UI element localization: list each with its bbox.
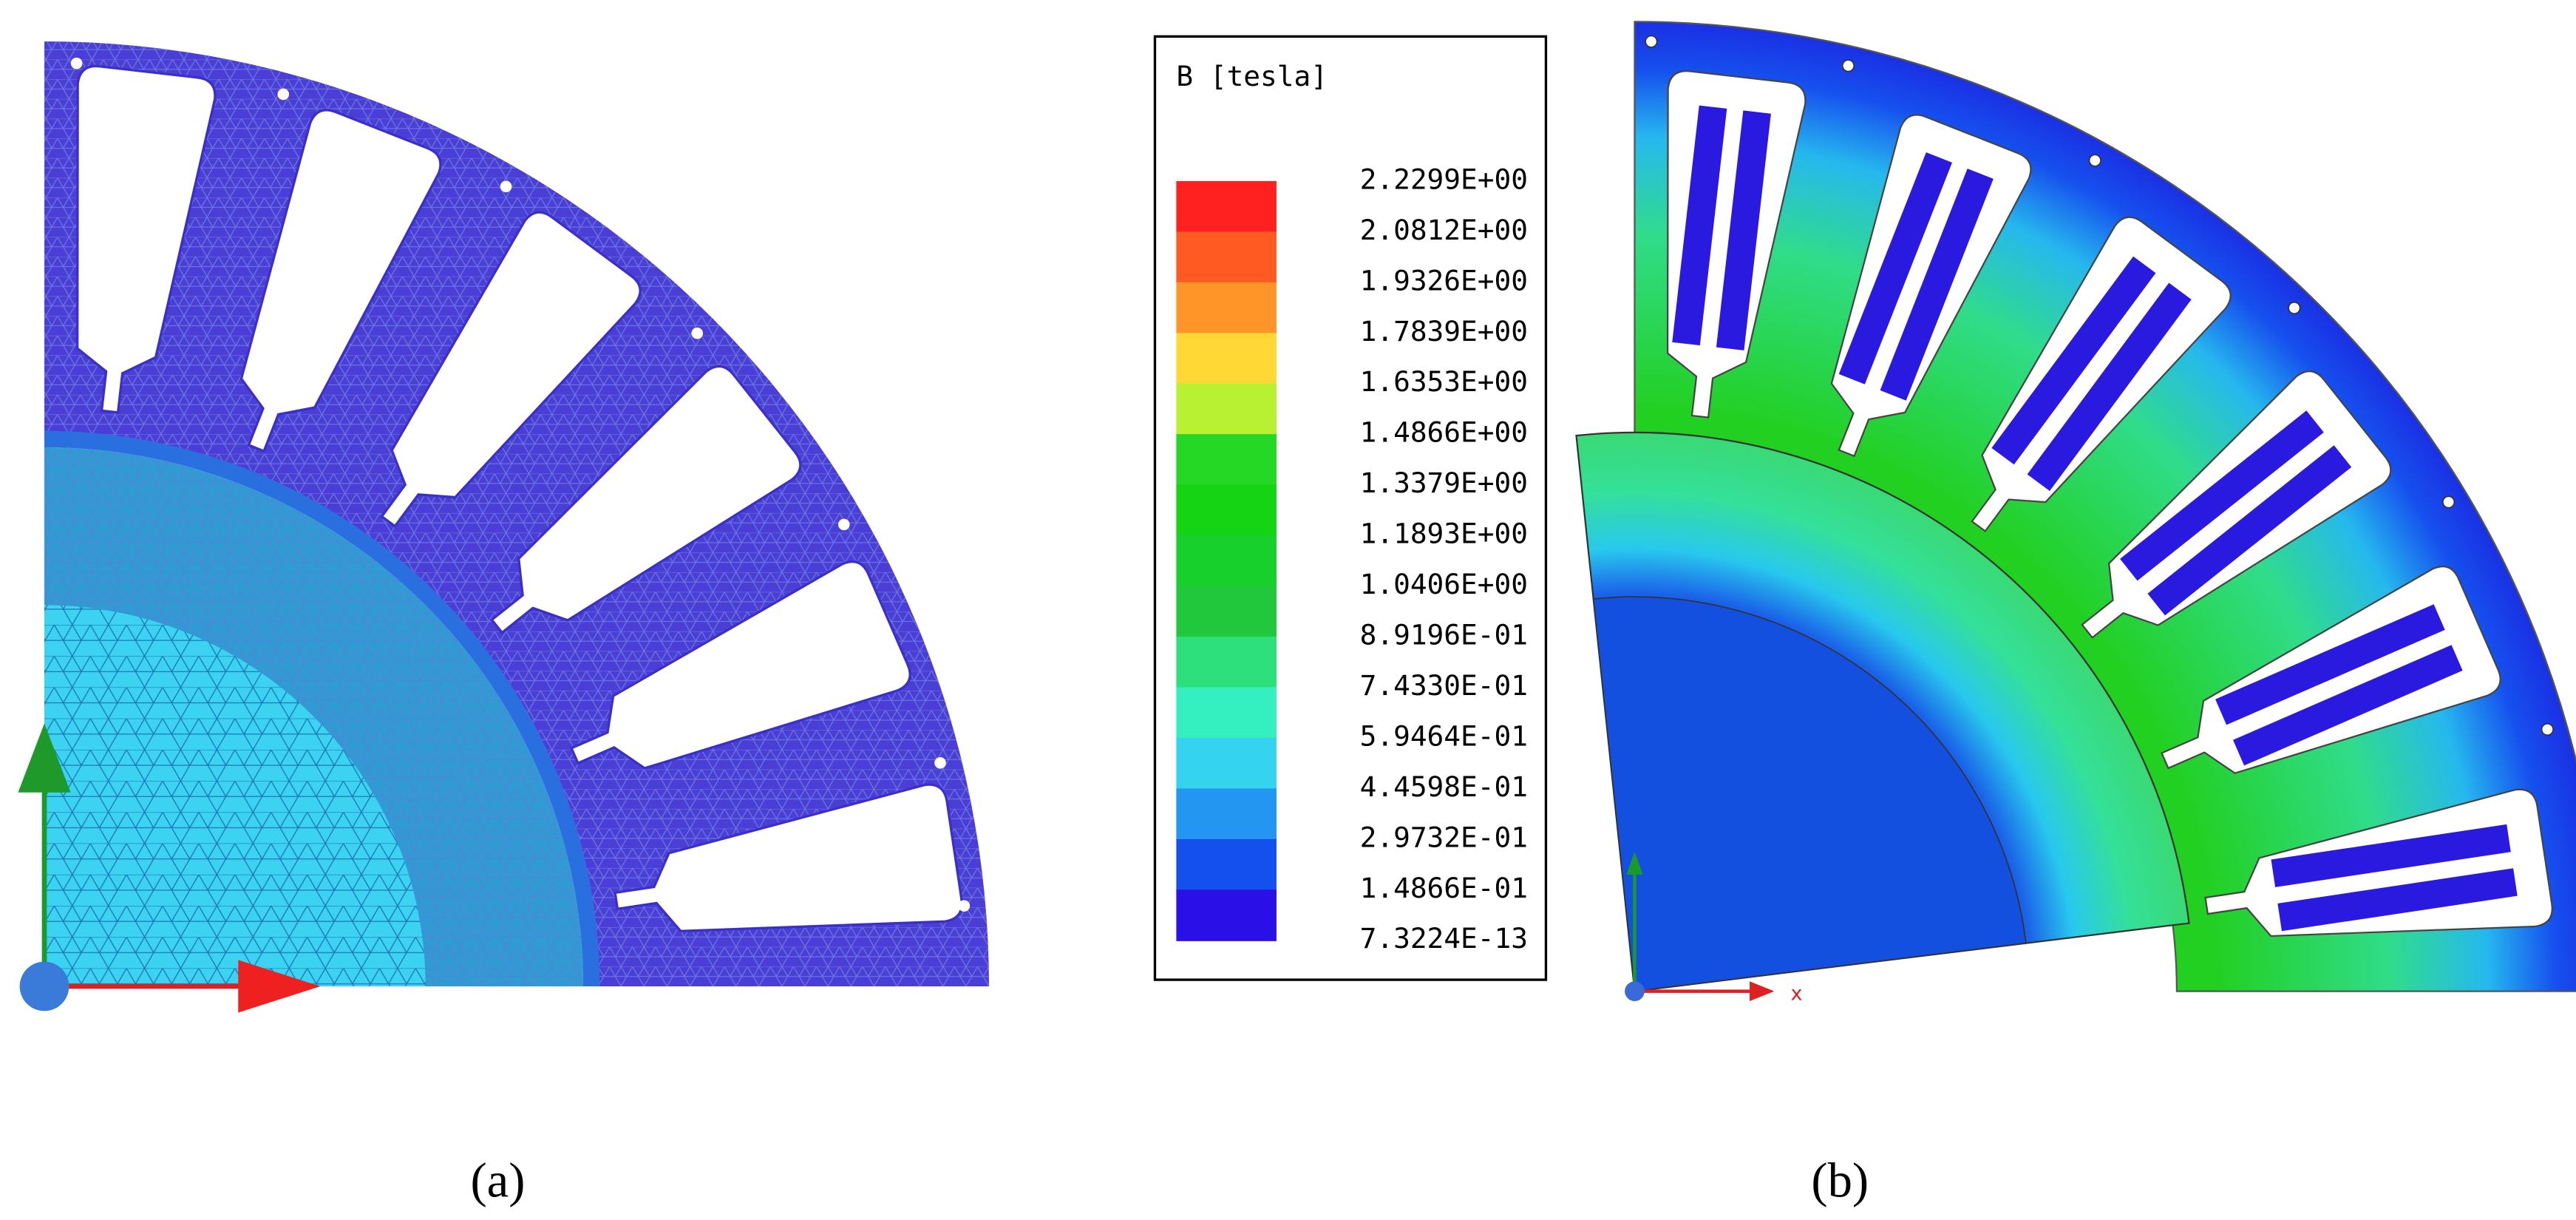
conductor [1716, 110, 1771, 350]
legend-swatch [1176, 484, 1277, 537]
conductor [2232, 645, 2463, 766]
hole [2541, 722, 2555, 736]
legend-label: 7.3224E-13 [1360, 922, 1528, 955]
legend-label: 7.4330E-01 [1360, 669, 1528, 702]
conductor [2027, 282, 2192, 492]
legend-label: 1.6353E+00 [1360, 365, 1528, 398]
legend-swatch [1176, 637, 1277, 688]
conductor [1880, 169, 1994, 401]
slot-group [1971, 216, 2232, 532]
slot-group [2161, 566, 2501, 774]
conductor [2120, 410, 2324, 581]
origin [19, 961, 69, 1011]
legend-swatch [1176, 180, 1277, 233]
hole [70, 57, 83, 70]
conductor [2271, 824, 2511, 887]
slot [239, 109, 442, 453]
legend-swatch [1176, 535, 1277, 587]
legend-label: 1.7839E+00 [1360, 315, 1528, 348]
legend-swatch [1176, 282, 1277, 334]
hole [1645, 35, 1658, 48]
legend-swatch [1176, 383, 1277, 436]
legend-label: 2.9732E-01 [1360, 821, 1528, 853]
legend-label: 2.0812E+00 [1360, 214, 1528, 246]
legend-label: 1.4866E-01 [1360, 872, 1528, 904]
rotor-core [1592, 596, 2027, 992]
legend-label: 8.9196E-01 [1360, 619, 1528, 651]
slot-group [1666, 70, 1807, 418]
axis-label: x [1791, 983, 1803, 1006]
legend-label: 1.4866E+00 [1360, 416, 1528, 449]
x-axis-head [1750, 981, 1775, 1001]
legend-swatch [1176, 586, 1277, 638]
conductor [2277, 868, 2518, 932]
conductor [1672, 105, 1727, 346]
legend-swatch [1176, 231, 1277, 283]
legend-swatch [1176, 687, 1277, 739]
rotor-core-mesh [44, 605, 426, 986]
hole [500, 180, 512, 193]
legend-title: B [tesla] [1176, 60, 1328, 92]
legend-label: 4.4598E-01 [1360, 770, 1528, 803]
legend-label: 1.0406E+00 [1360, 568, 1528, 600]
slot [75, 64, 217, 414]
hole [958, 900, 971, 912]
conductor [2215, 604, 2445, 725]
slot [490, 365, 802, 634]
legend-label: 1.1893E+00 [1360, 518, 1528, 550]
y-axis-head [18, 723, 71, 793]
hole [1841, 59, 1855, 72]
hole [2088, 154, 2101, 167]
slot-group [1830, 114, 2032, 458]
hole [2288, 301, 2301, 315]
hole [837, 518, 850, 531]
caption: (a) [470, 1153, 525, 1207]
legend-swatch [1176, 737, 1277, 790]
slot-group [2204, 788, 2553, 938]
hole [691, 327, 704, 339]
origin [1625, 981, 1645, 1001]
conductor [1991, 256, 2156, 465]
y-axis-head [1626, 851, 1643, 875]
legend-label: 1.3379E+00 [1360, 467, 1528, 499]
legend-label: 2.2299E+00 [1360, 163, 1528, 195]
hole [2441, 495, 2456, 509]
conductor [2147, 445, 2352, 616]
slot-group [2081, 370, 2392, 639]
legend-swatch [1176, 434, 1277, 486]
legend-swatch [1176, 889, 1277, 941]
legend-swatch [1176, 333, 1277, 384]
slot [614, 783, 964, 932]
conductor [1838, 152, 1952, 384]
slot [569, 560, 911, 770]
legend-label: 1.9326E+00 [1360, 264, 1528, 296]
legend-swatch [1176, 838, 1277, 891]
legend-label: 5.9464E-01 [1360, 719, 1528, 752]
slot [380, 211, 642, 529]
hole [277, 88, 290, 101]
caption: (b) [1811, 1153, 1869, 1207]
hole [934, 757, 946, 769]
x-axis-head [238, 960, 321, 1013]
legend-swatch [1176, 788, 1277, 840]
